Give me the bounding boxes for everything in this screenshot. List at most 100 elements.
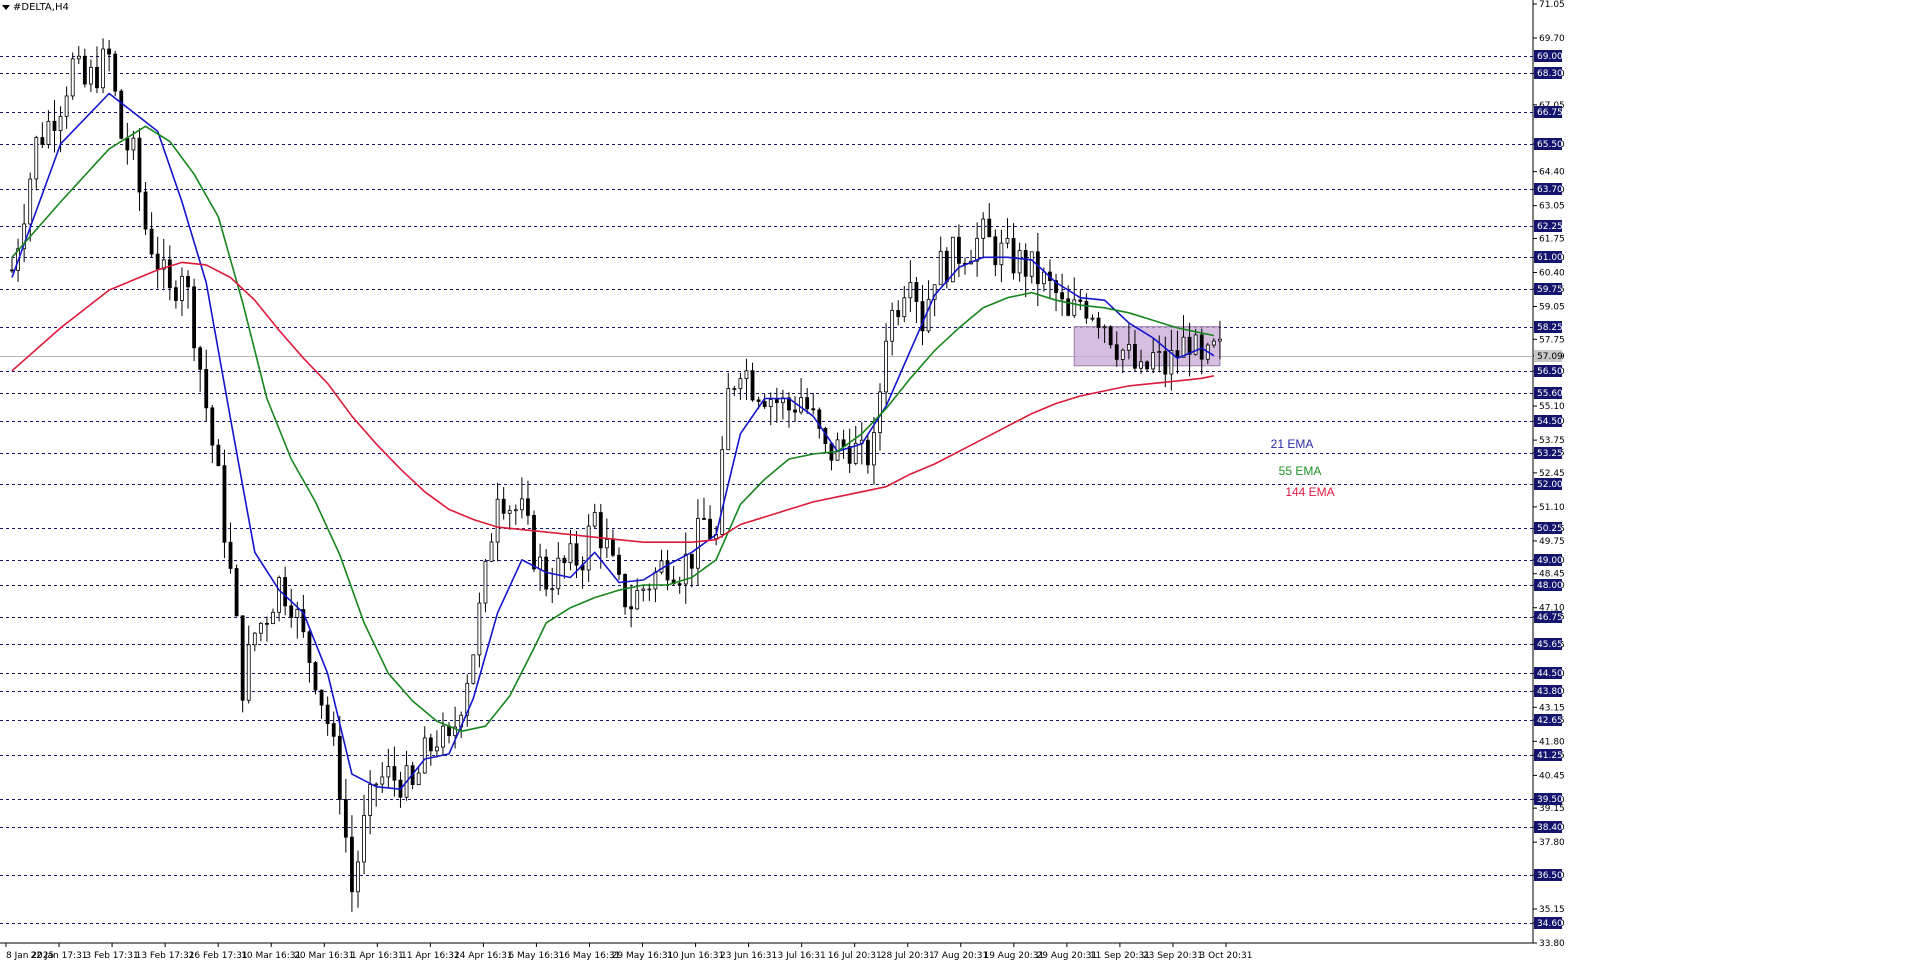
candle-down [52,120,57,131]
candle-up [513,509,518,512]
time-tick-label: 3 Oct 20:31 [1200,951,1253,961]
level-price-label: 66.75 [1537,108,1563,118]
candle-up [999,242,1004,266]
candle-up [641,588,646,591]
price-tick-label: 52.45 [1539,469,1565,479]
candle-up [635,590,640,610]
candle-down [337,735,342,800]
time-tick-label: 23 Jun 16:31 [720,951,777,961]
candle-up [1157,351,1162,354]
candle-up [386,766,391,778]
candle-up [380,776,385,785]
candle-down [793,409,797,413]
candle-up [653,571,658,590]
candle-down [186,275,190,288]
candle-up [258,622,263,634]
candle-down [10,269,14,272]
candle-up [1120,349,1125,360]
level-price-box [1534,67,1562,79]
level-price-box [1534,321,1562,333]
55-ema-label: 55 EMA [1279,464,1322,478]
price-tick-label: 40.45 [1539,771,1565,781]
time-tick-label: 7 Aug 20:31 [933,951,988,961]
level-price-box [1534,685,1562,697]
candle-up [368,784,373,816]
candle-down [1114,344,1119,360]
candle-up [932,284,937,300]
level-price-label: 69.00 [1537,52,1563,62]
21-ema-line [11,92,1215,791]
candle-up [362,815,366,863]
candle-down [40,137,45,145]
candle-up [884,340,888,393]
level-price-box [1534,138,1562,150]
level-price-label: 65.50 [1537,140,1563,150]
candle-down [198,347,203,370]
144-ema-line [11,261,1215,544]
price-tick-label: 43.15 [1539,703,1565,713]
candle-down [392,766,397,781]
current-price-label: 57.09 [1537,352,1563,362]
price-tick-label: 69.70 [1539,34,1565,44]
price-tick-label: 47.10 [1539,604,1565,614]
candle-down [343,799,348,838]
candle-down [1078,299,1083,302]
candle-down [562,557,567,564]
candle-up [1139,361,1143,369]
candle-down [623,574,627,608]
candle-down [702,518,706,520]
candle-up [768,399,773,407]
level-price-box [1534,667,1562,679]
level-price-box [1534,251,1562,263]
level-price-box [1534,283,1562,295]
level-price-box [1534,793,1562,805]
level-price-box [1534,183,1562,195]
price-tick-label: 64.40 [1539,168,1565,178]
candle-up [683,553,688,585]
time-tick-label: 8 Jan 2025 [6,951,54,961]
candle-up [556,557,561,590]
candle-down [301,609,306,633]
candle-down [216,444,221,467]
candle-up [1151,352,1156,370]
candle-down [762,401,767,407]
candle-up [161,259,166,270]
candle-up [872,432,876,466]
candle-up [1126,344,1131,351]
level-price-label: 58.25 [1537,323,1563,333]
candle-up [465,682,470,716]
candle-up [1090,317,1095,320]
candle-down [289,605,294,618]
candle-down [617,554,621,575]
candle-up [799,397,803,413]
candle-down [319,689,324,706]
level-price-box [1534,220,1562,232]
candle-down [325,704,330,725]
level-price-box [1534,579,1562,591]
candle-down [1011,238,1016,274]
time-tick-label: 16 May 16:31 [559,951,621,961]
candle-up [22,223,27,250]
level-price-label: 44.50 [1537,669,1563,679]
level-price-label: 49.00 [1537,556,1563,566]
chevron-down-icon [2,4,10,10]
level-price-label: 56.50 [1537,367,1563,377]
candle-down [811,408,816,411]
candle-up [1017,250,1022,274]
candle-up [495,498,500,543]
candle-down [119,90,124,139]
candle-down [1023,250,1028,277]
candle-down [865,439,870,466]
candle-up [647,588,652,591]
candle-up [592,512,597,527]
candle-up [1102,326,1107,329]
candle-up [538,556,542,570]
level-price-label: 45.65 [1537,640,1563,650]
candle-up [416,772,421,786]
candle-down [1096,317,1101,328]
candle-down [1108,326,1113,346]
symbol-title[interactable]: #DELTA,H4 [2,2,69,13]
candle-up [89,66,93,85]
